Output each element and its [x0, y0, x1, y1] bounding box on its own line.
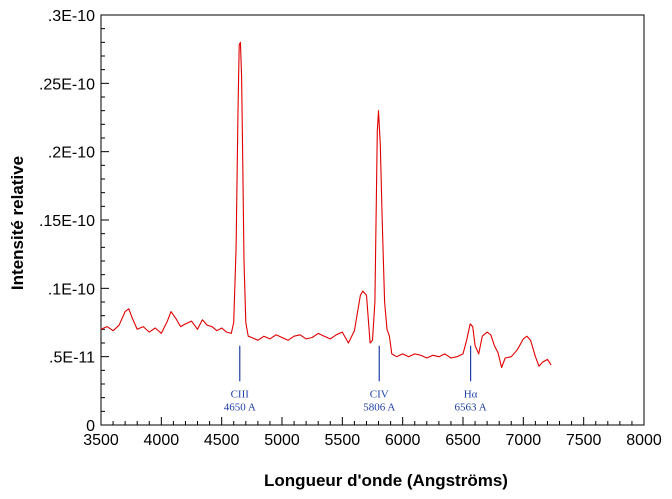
plot-frame [100, 14, 645, 426]
annotation-value-CIII: 4650 A [224, 402, 256, 414]
x-tick-label: 7000 [506, 432, 542, 449]
y-tick-label: .5E-11 [49, 350, 95, 367]
x-tick-label: 7500 [566, 432, 602, 449]
y-axis-ticks: 0 .5E-11 .1E-10 .15E-10 .2E-10 .25E-10 .3E-10 [39, 8, 109, 435]
plot-border [100, 14, 645, 426]
y-tick-label: 0 [86, 418, 95, 435]
annotation-value-H-alpha: 6563 A [455, 402, 487, 414]
x-axis-title: Longueur d'onde (Angströms) [264, 471, 508, 490]
y-tick-label: .1E-10 [48, 281, 95, 298]
x-tick-label: 5500 [325, 432, 361, 449]
y-tick-label: .25E-10 [39, 76, 95, 93]
spectrum-series [100, 41, 552, 369]
x-tick-label: 5000 [264, 432, 300, 449]
annotation-label-CIII: CIII [231, 389, 250, 401]
y-tick-label: .2E-10 [48, 145, 95, 162]
annotation-value-CIV: 5806 A [363, 402, 395, 414]
annotation-label-CIV: CIV [370, 389, 389, 401]
y-tick-label: .3E-10 [48, 8, 95, 25]
annotation-label-H-alpha: Hα [464, 389, 478, 401]
x-tick-label: 4500 [204, 432, 240, 449]
x-tick-label: 4000 [144, 432, 180, 449]
x-tick-label: 6500 [445, 432, 481, 449]
x-tick-label: 8000 [626, 432, 662, 449]
x-axis-ticks: 3500 4000 4500 5000 5500 6000 6500 7000 7500 8000 [83, 417, 662, 449]
spectrum-line-0 [100, 41, 552, 369]
x-tick-label: 3500 [83, 432, 119, 449]
x-tick-label: 6000 [385, 432, 421, 449]
y-tick-label: .15E-10 [39, 213, 95, 230]
y-axis-title: Intensité relative [8, 156, 27, 290]
